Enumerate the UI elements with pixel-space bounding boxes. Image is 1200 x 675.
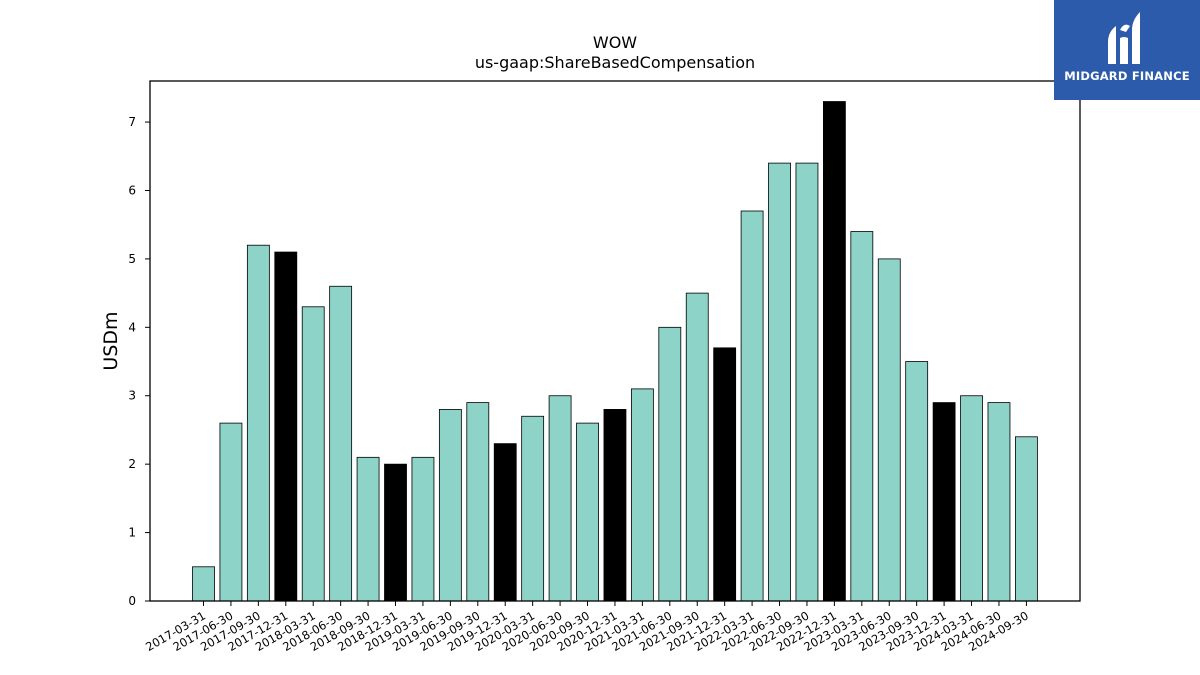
x-axis-ticks: 2017-03-312017-06-302017-09-302017-12-31… [143,601,1031,654]
y-tick-label: 6 [128,183,136,197]
y-tick-label: 4 [128,320,136,334]
bar-2017-03-31 [192,566,215,602]
bar-2023-03-31 [850,231,874,602]
bar-2023-12-31 [932,402,956,602]
y-tick-label: 2 [128,457,136,471]
y-tick-label: 5 [128,252,136,266]
bar-2020-06-30 [548,395,572,602]
bar-2021-12-31 [713,347,737,602]
bar-2022-09-30 [795,162,819,602]
bar-2017-12-31 [274,251,298,602]
bar-2023-06-30 [877,258,901,602]
bar-2022-03-31 [740,210,764,602]
plot-frame [149,80,1081,602]
chart-subtitle: us-gaap:ShareBasedCompensation [475,53,755,72]
bar-2020-03-31 [521,415,545,602]
y-tick-label: 1 [128,526,136,540]
y-axis-label: USDm [100,311,122,370]
bar-2019-03-31 [411,456,435,602]
y-tick-label: 3 [128,389,136,403]
bar-2020-12-31 [603,409,627,602]
bar-2024-03-31 [960,395,983,602]
bar-2018-09-30 [356,456,380,602]
bar-2020-09-30 [576,422,599,602]
bar-2021-03-31 [630,388,654,602]
bar-2022-06-30 [768,162,791,602]
bar-2021-09-30 [685,292,709,602]
y-axis-ticks: 0 1 2 3 4 5 6 7 [128,115,150,608]
bar-2024-09-30 [1015,436,1038,602]
y-tick-label: 7 [128,115,136,129]
bar-2021-06-30 [658,326,682,602]
bar-2017-09-30 [246,244,270,602]
brand-logo: MIDGARD FINANCE [1054,0,1200,100]
bar-2022-12-31 [822,101,846,602]
bars [192,101,1038,602]
bar-2018-06-30 [329,285,353,602]
chart-title: WOW [593,33,637,52]
y-tick-label: 0 [128,594,136,608]
bar-2019-09-30 [466,402,490,602]
midgard-logo-icon [1108,12,1140,64]
bar-2023-09-30 [905,361,929,602]
bar-2019-06-30 [438,409,462,602]
bar-2017-06-30 [219,422,243,602]
bar-2024-06-30 [987,402,1011,602]
logo-text: MIDGARD FINANCE [1064,69,1190,83]
bar-2018-03-31 [301,306,325,602]
bar-2018-12-31 [384,463,407,602]
bar-2019-12-31 [493,443,517,602]
